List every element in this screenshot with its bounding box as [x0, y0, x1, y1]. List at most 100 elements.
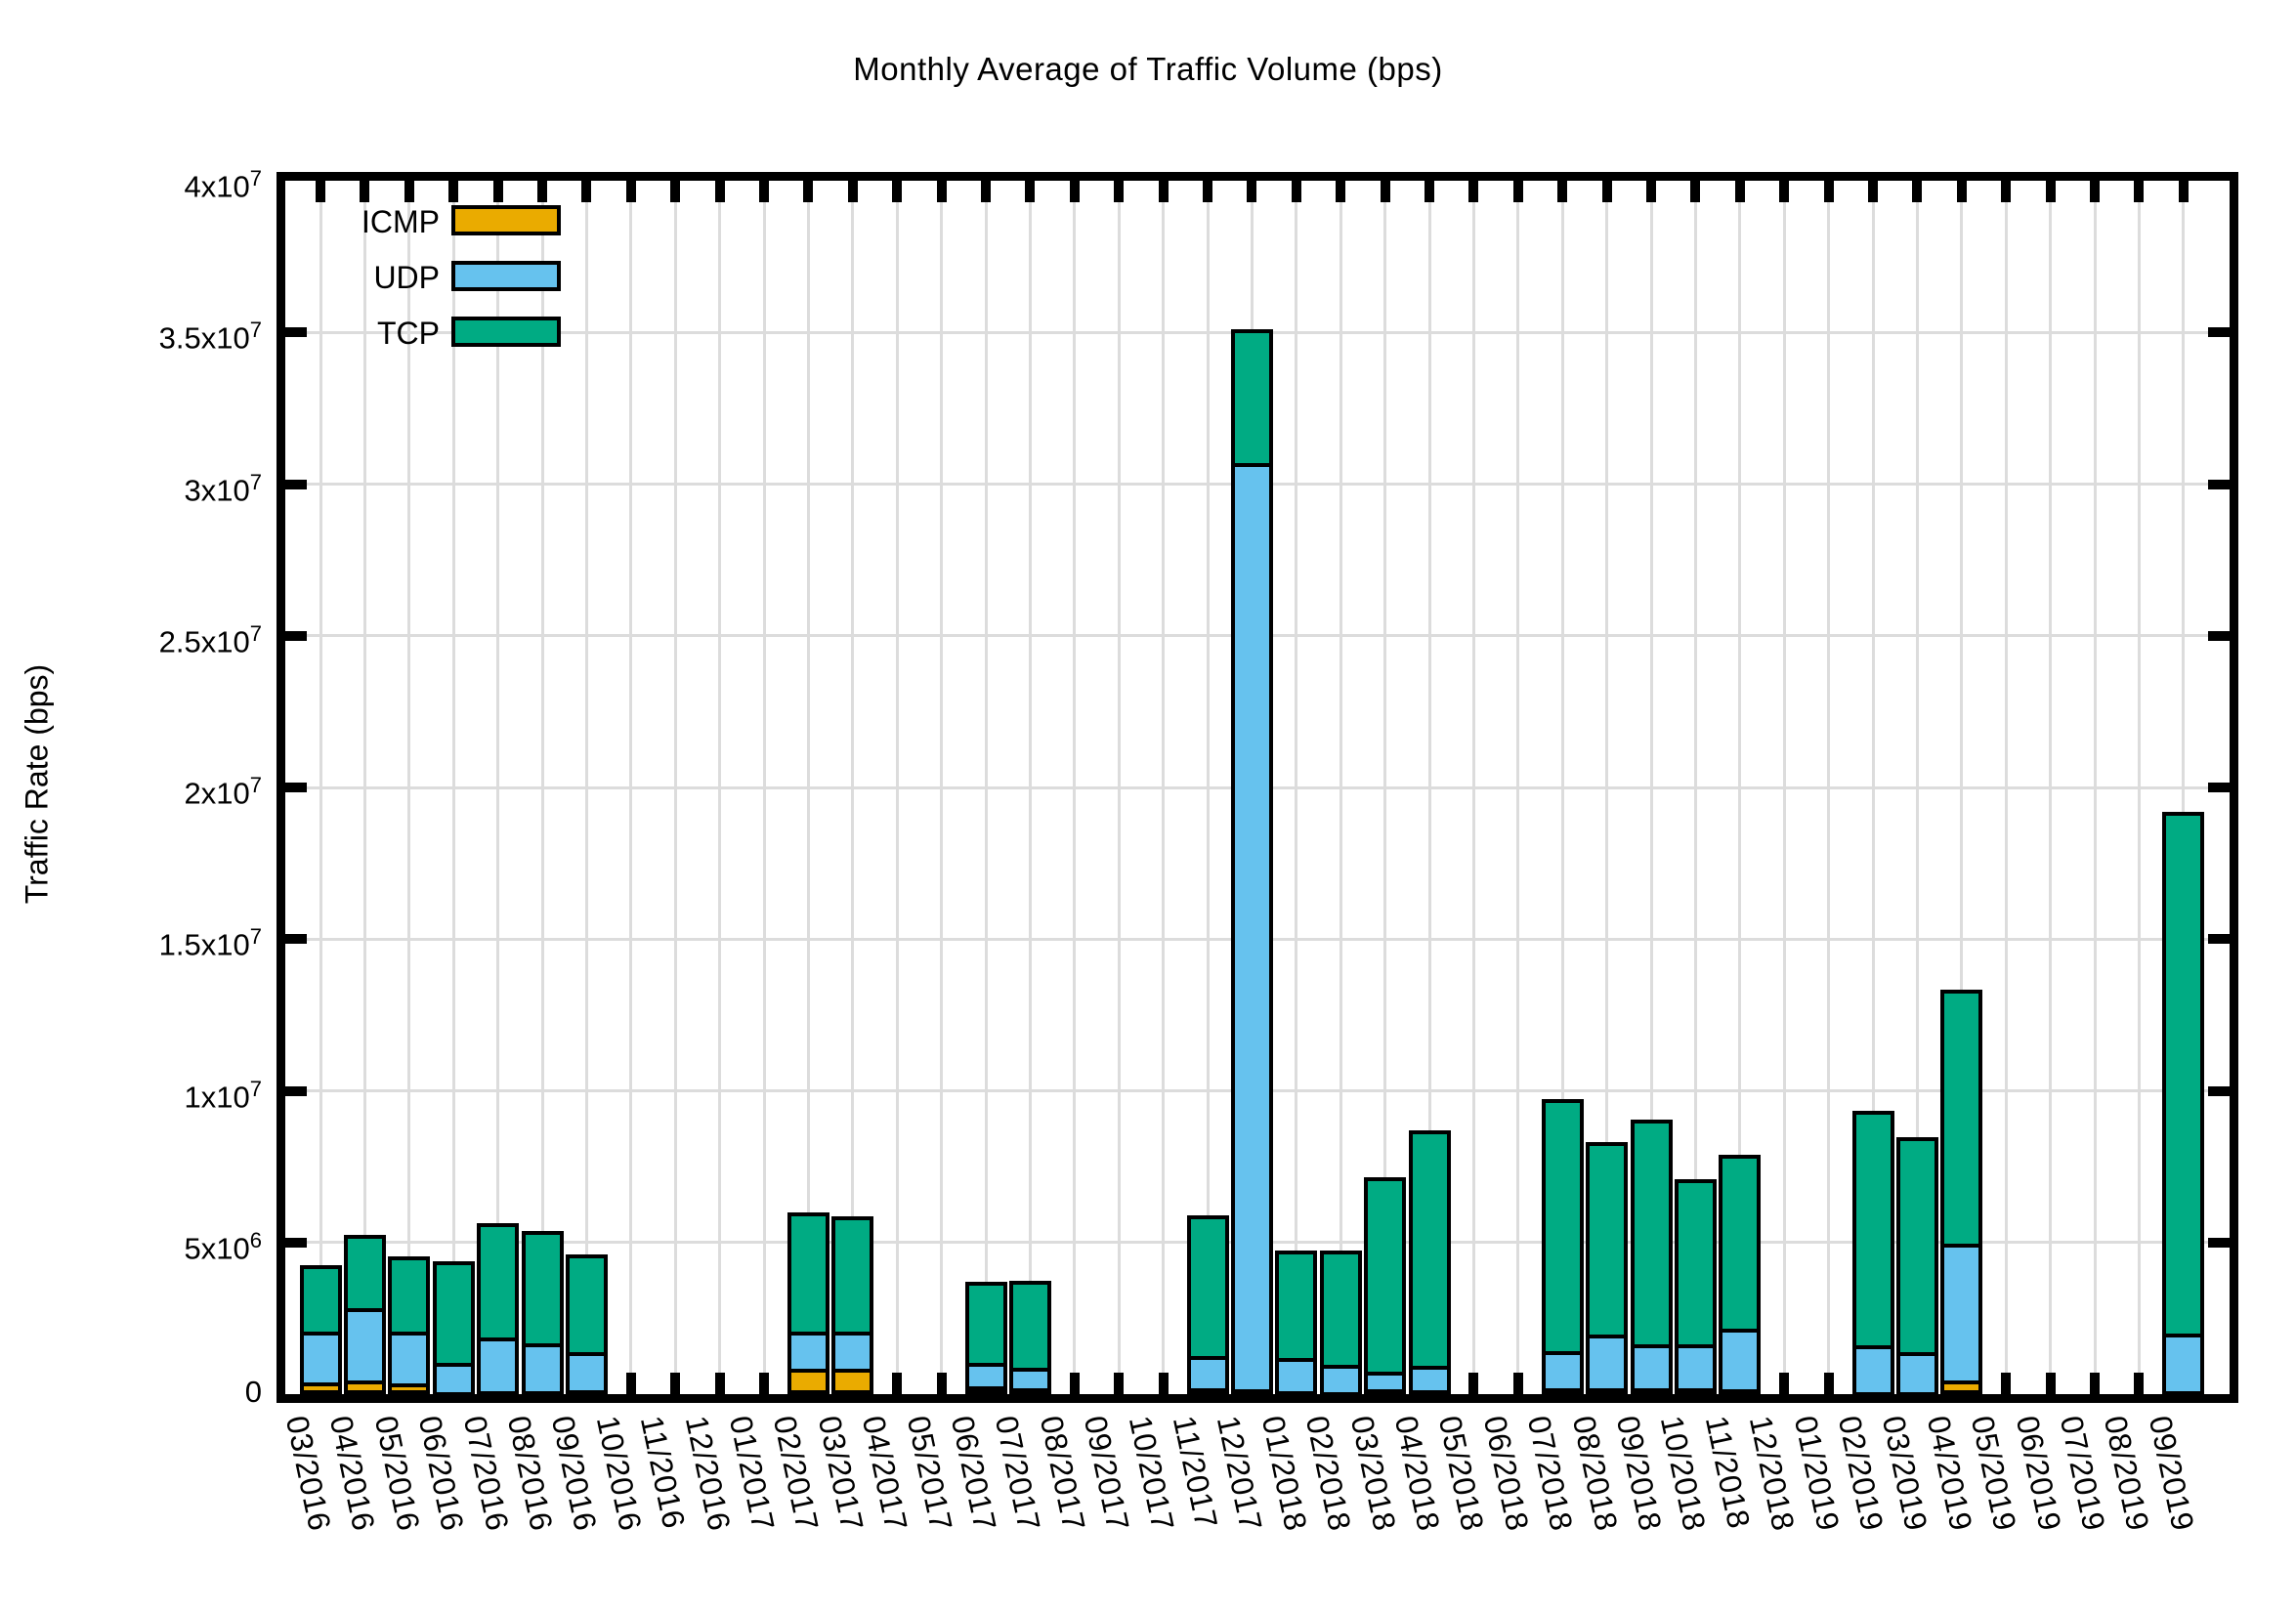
y-tick-left [285, 1085, 307, 1096]
x-tick-top [1424, 181, 1434, 202]
legend-label-udp: UDP [373, 260, 440, 295]
legend-swatch-tcp [451, 317, 561, 347]
v-gridline [2093, 181, 2097, 1394]
stacked-bar [299, 1265, 342, 1394]
y-tick-right [2208, 1085, 2230, 1096]
v-gridline [584, 181, 588, 1394]
stacked-bar [1275, 1250, 1318, 1395]
v-gridline [1738, 181, 1742, 1394]
y-tick-right [2208, 934, 2230, 945]
v-gridline [1605, 181, 1609, 1394]
bar-segment-tcp [388, 1255, 431, 1336]
stacked-bar [1008, 1280, 1051, 1394]
x-tick-bottom [2090, 1373, 2100, 1394]
bar-segment-udp [1230, 462, 1273, 1394]
v-gridline [407, 181, 411, 1394]
v-gridline [2182, 181, 2186, 1394]
x-tick-top [2001, 181, 2012, 202]
y-tick-label: 1x107 [184, 1076, 262, 1114]
v-gridline [940, 181, 944, 1394]
stacked-bar [1230, 329, 1273, 1394]
plot-area: ICMP UDP TCP [276, 172, 2238, 1403]
x-tick-bottom [1512, 1373, 1523, 1394]
y-tick-label: 3x107 [184, 469, 262, 507]
x-tick-bottom [625, 1373, 636, 1394]
bar-segment-tcp [1008, 1280, 1051, 1372]
stacked-bar [1940, 989, 1983, 1394]
x-tick-bottom [1779, 1373, 1790, 1394]
bar-segment-tcp [964, 1282, 1007, 1368]
v-gridline [451, 181, 455, 1394]
v-gridline [806, 181, 810, 1394]
v-gridline [362, 181, 366, 1394]
stacked-bar [1851, 1110, 1894, 1397]
y-tick-left [285, 1237, 307, 1248]
y-tick-exponent: 7 [249, 166, 262, 191]
stacked-bar [787, 1211, 829, 1394]
bar-segment-tcp [343, 1235, 386, 1312]
x-tick-top [1203, 181, 1212, 202]
stacked-bar [432, 1261, 475, 1396]
chart-title: Monthly Average of Traffic Volume (bps) [853, 51, 1443, 87]
x-tick-bottom [2001, 1373, 2012, 1394]
x-tick-top [1158, 181, 1169, 202]
x-tick-top [1468, 181, 1479, 202]
x-tick-top [2045, 181, 2056, 202]
bar-segment-tcp [1364, 1177, 1407, 1376]
x-tick-bottom [1823, 1373, 1834, 1394]
legend-label-tcp: TCP [377, 316, 440, 351]
x-tick-top [316, 181, 325, 202]
stacked-bar [343, 1234, 386, 1394]
bar-segment-tcp [1186, 1214, 1229, 1361]
v-gridline [1073, 181, 1077, 1394]
stacked-bar [1719, 1154, 1762, 1394]
y-tick-exponent: 7 [249, 1076, 262, 1101]
x-tick-top [759, 181, 769, 202]
bar-segment-tcp [1630, 1120, 1673, 1348]
y-tick-right [2208, 783, 2230, 792]
v-gridline [718, 181, 722, 1394]
y-tick-left [285, 783, 307, 792]
stacked-bar [1186, 1214, 1229, 1394]
x-tick-top [1601, 181, 1612, 202]
v-gridline [984, 181, 988, 1394]
x-tick-top [1779, 181, 1790, 202]
x-tick-top [936, 181, 947, 202]
y-tick-right [2208, 327, 2230, 338]
x-tick-top [847, 181, 858, 202]
x-tick-top [803, 181, 814, 202]
x-tick-top [1512, 181, 1523, 202]
v-gridline [1915, 181, 1919, 1394]
x-tick-top [1380, 181, 1390, 202]
stacked-bar [1586, 1142, 1629, 1394]
bar-segment-udp [565, 1352, 608, 1395]
v-gridline [1117, 181, 1121, 1394]
x-tick-top [1291, 181, 1301, 202]
stacked-bar [1674, 1178, 1717, 1394]
x-tick-top [1025, 181, 1036, 202]
x-tick-top [1557, 181, 1568, 202]
y-tick-left [285, 934, 307, 945]
bar-segment-tcp [787, 1211, 829, 1336]
bar-segment-udp [1630, 1343, 1673, 1393]
x-tick-top [625, 181, 636, 202]
x-tick-top [404, 181, 414, 202]
stacked-bar [565, 1253, 608, 1395]
y-tick-left [285, 479, 307, 489]
bar-segment-tcp [1586, 1142, 1629, 1339]
v-gridline [2049, 181, 2053, 1394]
x-tick-top [1734, 181, 1745, 202]
bar-segment-udp [964, 1363, 1007, 1391]
stacked-bar [2162, 811, 2205, 1395]
legend-swatch-icmp [451, 205, 561, 235]
v-gridline [1471, 181, 1475, 1394]
x-tick-top [448, 181, 459, 202]
legend-label-icmp: ICMP [361, 204, 440, 239]
bar-segment-udp [1008, 1367, 1051, 1392]
x-tick-bottom [2134, 1373, 2145, 1394]
bar-segment-udp [1186, 1356, 1229, 1392]
x-tick-bottom [936, 1373, 947, 1394]
bar-segment-udp [2162, 1333, 2205, 1395]
x-tick-top [2134, 181, 2145, 202]
x-tick-top [1690, 181, 1701, 202]
